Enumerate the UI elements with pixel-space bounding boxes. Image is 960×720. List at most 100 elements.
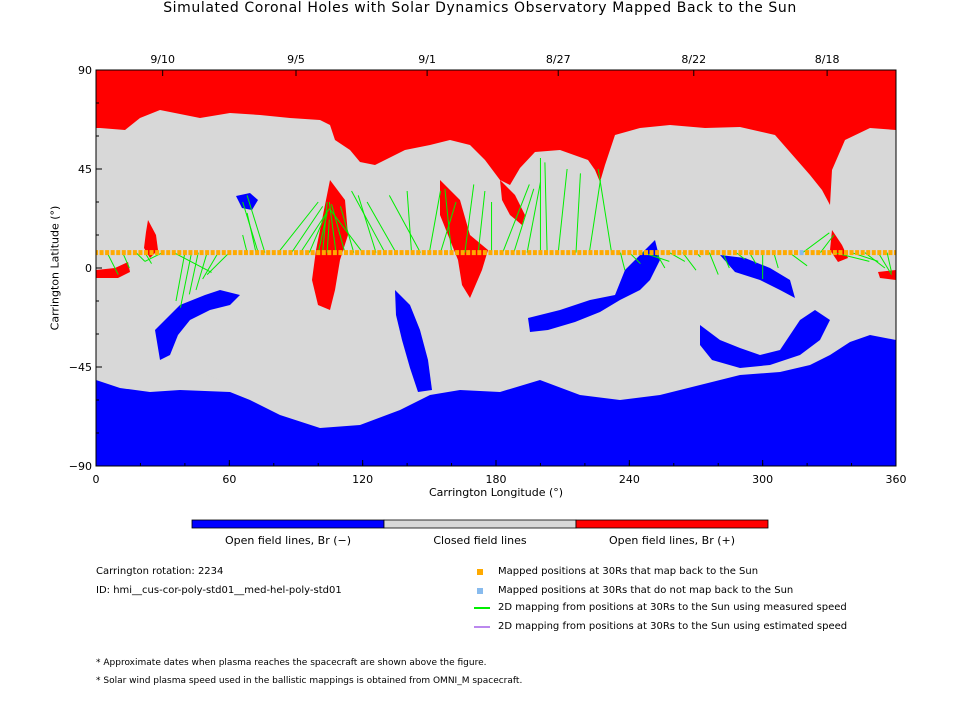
mapped-point xyxy=(427,250,432,256)
mapped-point xyxy=(216,250,221,256)
mapped-point xyxy=(410,250,415,256)
mapping-line xyxy=(588,179,601,253)
mapped-point xyxy=(494,250,498,256)
mapping-line xyxy=(464,184,475,253)
mapped-point xyxy=(455,250,460,256)
mapped-point xyxy=(688,250,693,256)
mapping-line xyxy=(106,252,119,275)
top-date-label: 9/5 xyxy=(287,53,305,66)
mapped-point xyxy=(721,250,726,256)
mapped-point xyxy=(821,250,826,256)
mapped-point xyxy=(638,250,643,256)
mapped-point xyxy=(160,250,165,256)
mapped-point xyxy=(349,250,354,256)
open-positive-lobe-2 xyxy=(440,180,488,298)
mapped-point xyxy=(499,250,504,256)
mapping-line xyxy=(682,252,697,271)
legend-mapped-back: Mapped positions at 30Rs that map back t… xyxy=(498,566,759,577)
mapping-line xyxy=(502,184,530,253)
legend-measured-speed: 2D mapping from positions at 30Rs to the… xyxy=(498,602,847,613)
mapped-point xyxy=(332,250,337,256)
x-axis-label: Carrington Longitude (°) xyxy=(428,486,564,499)
x-tick-label: 240 xyxy=(619,473,640,486)
mapped-point xyxy=(694,250,698,256)
colorbar-open-positive xyxy=(575,519,769,529)
mapped-point xyxy=(621,250,626,256)
mapped-point xyxy=(316,250,321,256)
mapped-point xyxy=(232,250,237,256)
mapping-line xyxy=(406,190,413,253)
y-tick-label: −45 xyxy=(69,361,92,374)
mapping-line xyxy=(802,232,830,254)
mapping-line xyxy=(195,252,208,291)
mapped-point xyxy=(627,250,632,256)
mapped-point xyxy=(571,250,576,256)
mapping-line xyxy=(708,252,719,275)
mapped-point xyxy=(705,250,710,256)
mapped-point xyxy=(255,250,260,256)
mapped-point xyxy=(632,250,637,256)
mapping-line xyxy=(326,219,330,253)
mapped-point xyxy=(816,250,821,256)
mapping-line xyxy=(820,234,835,253)
mapping-line xyxy=(242,234,248,253)
mapped-point xyxy=(388,250,393,256)
mapped-point xyxy=(488,250,493,256)
y-axis-label: Carrington Latitude (°) xyxy=(48,205,62,331)
mapped-point xyxy=(844,250,848,256)
mapped-point xyxy=(588,250,593,256)
mapped-point xyxy=(338,250,343,256)
mapping-line xyxy=(477,190,486,253)
mapping-line xyxy=(388,195,421,253)
mapping-line xyxy=(175,252,186,302)
mapped-point xyxy=(405,250,410,256)
mapping-line xyxy=(557,168,568,253)
mapped-point xyxy=(677,250,682,256)
legend-not-mapped: Mapped positions at 30Rs that do not map… xyxy=(498,585,794,596)
y-tick-label: −90 xyxy=(69,460,92,473)
mapped-point xyxy=(744,250,748,256)
mapped-point xyxy=(271,250,276,256)
mapped-point xyxy=(321,250,326,256)
x-tick-label: 300 xyxy=(752,473,773,486)
mapping-line xyxy=(242,201,259,253)
mapped-point xyxy=(282,250,287,256)
footnote-2: * Solar wind plasma speed used in the ba… xyxy=(96,676,523,686)
open-negative-lobe-1 xyxy=(155,290,240,360)
mapped-point xyxy=(666,250,671,256)
mapped-point xyxy=(377,250,382,256)
mapped-point xyxy=(205,250,210,256)
mapped-point xyxy=(544,250,548,256)
mapping-line xyxy=(246,195,266,253)
open-positive-lobe-1 xyxy=(312,180,348,310)
mapped-point xyxy=(227,250,232,256)
legend-estimated-swatch xyxy=(474,626,490,628)
mapping-line xyxy=(277,201,319,253)
colorbar-label-open-positive: Open field lines, Br (+) xyxy=(608,534,736,547)
mapping-line xyxy=(439,201,457,253)
mapped-point xyxy=(516,250,521,256)
mapped-point xyxy=(210,250,215,256)
mapped-point xyxy=(277,250,282,256)
mapped-point xyxy=(660,250,665,256)
mapped-point xyxy=(594,250,598,256)
mapped-point xyxy=(771,250,776,256)
mapped-point xyxy=(888,250,893,256)
mapped-point xyxy=(882,250,887,256)
y-tick-label: 90 xyxy=(78,64,92,77)
mapped-point xyxy=(177,250,182,256)
mapping-line xyxy=(122,252,130,269)
mapped-point xyxy=(110,250,115,256)
legend-measured-swatch xyxy=(474,607,490,609)
mapped-point xyxy=(794,250,798,256)
mapped-point xyxy=(199,250,204,256)
mapped-point xyxy=(655,250,660,256)
mapped-point xyxy=(894,250,896,256)
mapped-point xyxy=(266,250,271,256)
x-tick-label: 180 xyxy=(486,473,507,486)
mapped-point xyxy=(505,250,510,256)
mapped-point xyxy=(449,250,454,256)
mapping-line xyxy=(597,168,613,253)
footnote-1: * Approximate dates when plasma reaches … xyxy=(96,658,487,668)
